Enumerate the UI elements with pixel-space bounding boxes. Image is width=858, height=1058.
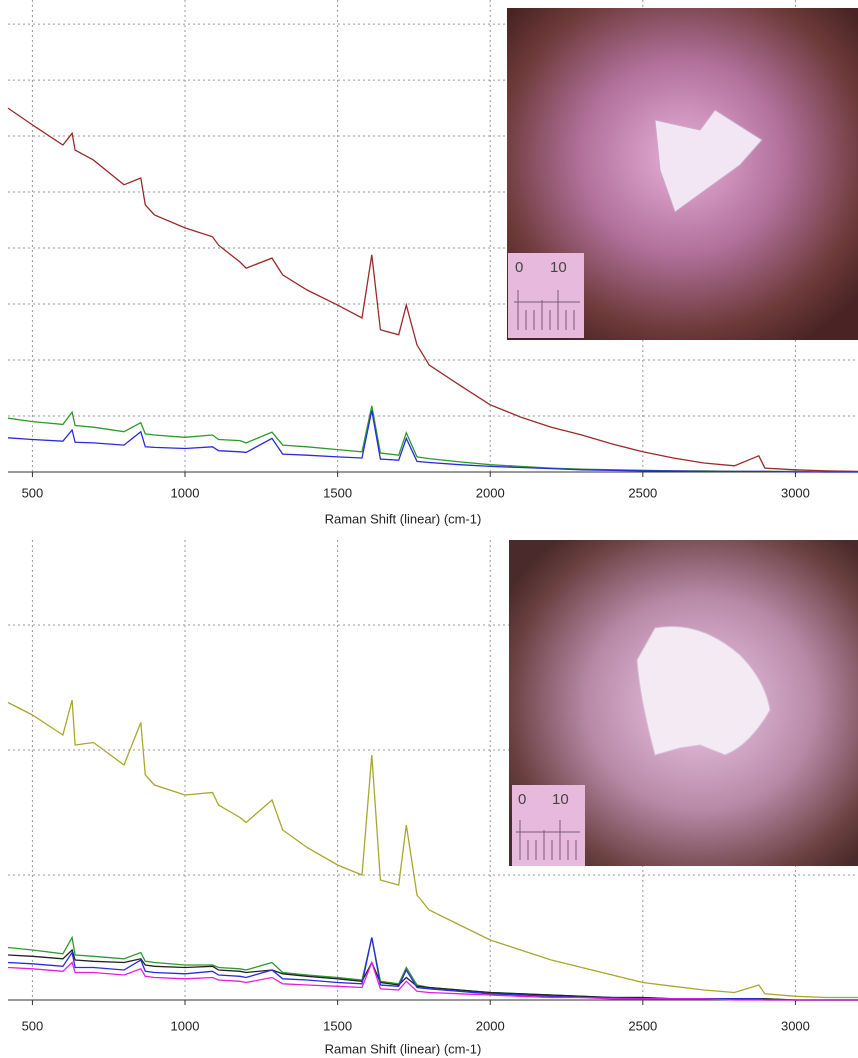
x-tick-label: 1000 [171, 1018, 200, 1033]
x-axis-label: Raman Shift (linear) (cm-1) [325, 1041, 482, 1056]
x-tick-label: 1000 [171, 485, 200, 500]
scale-label: 10 [550, 259, 567, 276]
scale-label: 10 [552, 791, 569, 808]
x-tick-label: 3000 [781, 485, 810, 500]
x-tick-label: 3000 [781, 1018, 810, 1033]
x-axis-label: Raman Shift (linear) (cm-1) [325, 511, 482, 526]
x-tick-label: 500 [22, 1018, 44, 1033]
x-tick-label: 2500 [628, 485, 657, 500]
figure: 50010001500200025003000Raman Shift (line… [0, 0, 858, 1058]
x-tick-label: 500 [22, 485, 44, 500]
series-line [8, 410, 858, 472]
scale-bar: 0 10 [512, 785, 585, 866]
x-tick-label: 2000 [476, 485, 505, 500]
x-tick-label: 2000 [476, 1018, 505, 1033]
x-tick-label: 1500 [323, 1018, 352, 1033]
series-line [8, 938, 858, 1001]
series-line [8, 938, 858, 1001]
series-line [8, 963, 858, 1001]
inset-image: 0 10 [507, 8, 858, 340]
inset-image: 0 10 [509, 540, 858, 866]
x-tick-label: 2500 [628, 1018, 657, 1033]
x-tick-label: 1500 [323, 485, 352, 500]
scale-label: 0 [518, 791, 526, 808]
scale-bar: 0 10 [508, 253, 584, 338]
scale-label: 0 [515, 259, 523, 276]
